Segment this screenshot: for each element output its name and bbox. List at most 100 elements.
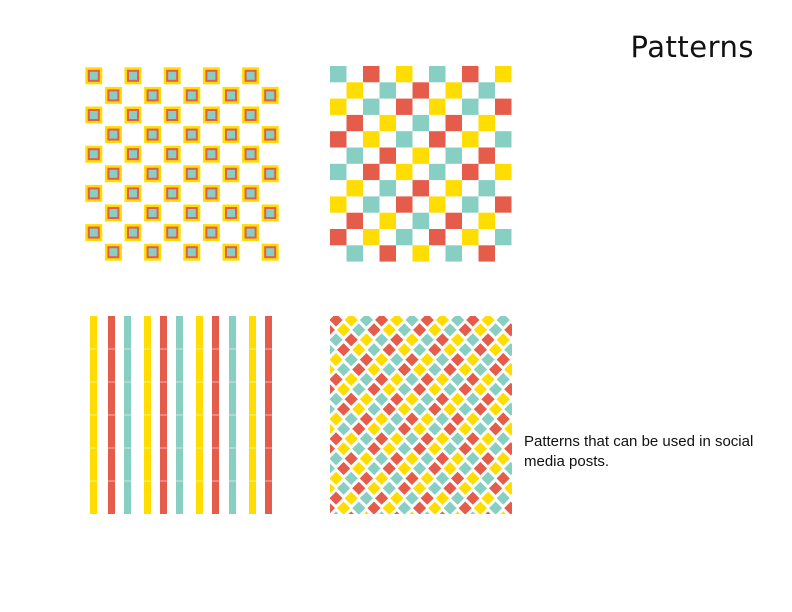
- diamond: [329, 353, 343, 367]
- checker-cell: [396, 229, 413, 246]
- diamond: [451, 353, 465, 367]
- diamond: [390, 491, 404, 505]
- square-center: [266, 169, 275, 178]
- diamond: [504, 382, 518, 396]
- checker-cell: [478, 82, 495, 99]
- checker-cell: [346, 114, 363, 132]
- diamond: [405, 333, 419, 347]
- square-center: [89, 189, 98, 198]
- diamond: [489, 402, 503, 416]
- diamond: [367, 343, 381, 357]
- diamond: [458, 402, 472, 416]
- diamond: [413, 323, 427, 337]
- square-center: [89, 111, 98, 119]
- diamond: [413, 402, 427, 416]
- checker-cell: [462, 229, 479, 246]
- square-center: [129, 228, 137, 237]
- diamond: [458, 481, 472, 495]
- diamond: [359, 353, 373, 367]
- square-center: [227, 209, 235, 217]
- checker-cell: [379, 114, 396, 132]
- diamond: [413, 461, 427, 476]
- checker-cell: [330, 66, 347, 83]
- diamond: [443, 382, 457, 396]
- checker-cell: [445, 212, 462, 229]
- diamond: [420, 333, 434, 347]
- checker-cell: [478, 147, 495, 164]
- diamond: [451, 313, 465, 327]
- checker-cell: [396, 131, 413, 148]
- diamond: [473, 382, 487, 396]
- diamond: [344, 491, 358, 505]
- square-center: [168, 111, 177, 119]
- diamond: [458, 442, 472, 456]
- square-center: [148, 169, 157, 178]
- diamond: [375, 471, 389, 485]
- diamond: [390, 471, 404, 485]
- checker-cell: [396, 163, 413, 181]
- square-center: [187, 91, 196, 100]
- diamond: [359, 412, 373, 426]
- diamond: [359, 511, 373, 525]
- checker-cell: [445, 245, 462, 262]
- page-title: Patterns: [630, 30, 754, 64]
- diamond: [375, 353, 389, 367]
- square-center: [207, 189, 216, 198]
- diamond: [329, 313, 343, 327]
- diamond: [352, 481, 366, 495]
- diamond: [428, 501, 442, 515]
- diamond: [344, 392, 358, 406]
- diamond: [359, 313, 373, 327]
- diamond: [329, 452, 343, 466]
- diamond: [329, 412, 343, 426]
- diamond: [352, 362, 366, 377]
- diamond: [382, 402, 396, 416]
- diamond: [481, 491, 495, 505]
- diamond: [435, 452, 449, 466]
- diamond: [405, 392, 419, 406]
- diamond: [473, 323, 487, 337]
- diamond: [344, 372, 358, 386]
- checker-cell: [379, 245, 396, 262]
- diamond: [466, 392, 480, 406]
- diamond: [451, 432, 465, 446]
- diamond: [504, 362, 518, 377]
- diamond: [489, 422, 503, 436]
- diamond: [496, 491, 510, 505]
- diamond: [344, 353, 358, 367]
- diamond: [382, 481, 396, 495]
- checker-cell: [495, 196, 512, 213]
- diamond: [451, 471, 465, 485]
- checker-cell: [346, 180, 363, 197]
- diamond: [337, 442, 351, 456]
- pattern-vertical-stripes-graphic: [84, 316, 280, 514]
- square-center: [187, 169, 196, 178]
- diamond: [359, 471, 373, 485]
- checker-cell: [379, 212, 396, 229]
- diamond: [481, 353, 495, 367]
- diamond: [496, 392, 510, 406]
- diamond: [473, 501, 487, 515]
- diamond: [420, 452, 434, 466]
- diamond: [321, 501, 335, 515]
- diamond: [413, 501, 427, 515]
- checker-cell: [412, 180, 429, 197]
- diamond: [435, 372, 449, 386]
- diamond: [321, 422, 335, 436]
- square-center: [246, 189, 255, 198]
- diamond: [466, 372, 480, 386]
- checker-cell: [363, 66, 380, 83]
- checker-cell: [462, 196, 479, 213]
- diamond: [435, 313, 449, 327]
- diamond: [352, 343, 366, 357]
- diamond: [367, 461, 381, 476]
- checker-cell: [495, 131, 512, 148]
- diamond: [481, 452, 495, 466]
- diamond: [504, 442, 518, 456]
- diamond: [435, 511, 449, 525]
- checker-cell: [363, 98, 380, 115]
- diamond: [451, 452, 465, 466]
- diamond: [397, 501, 411, 515]
- diamond: [382, 323, 396, 337]
- diamond: [428, 481, 442, 495]
